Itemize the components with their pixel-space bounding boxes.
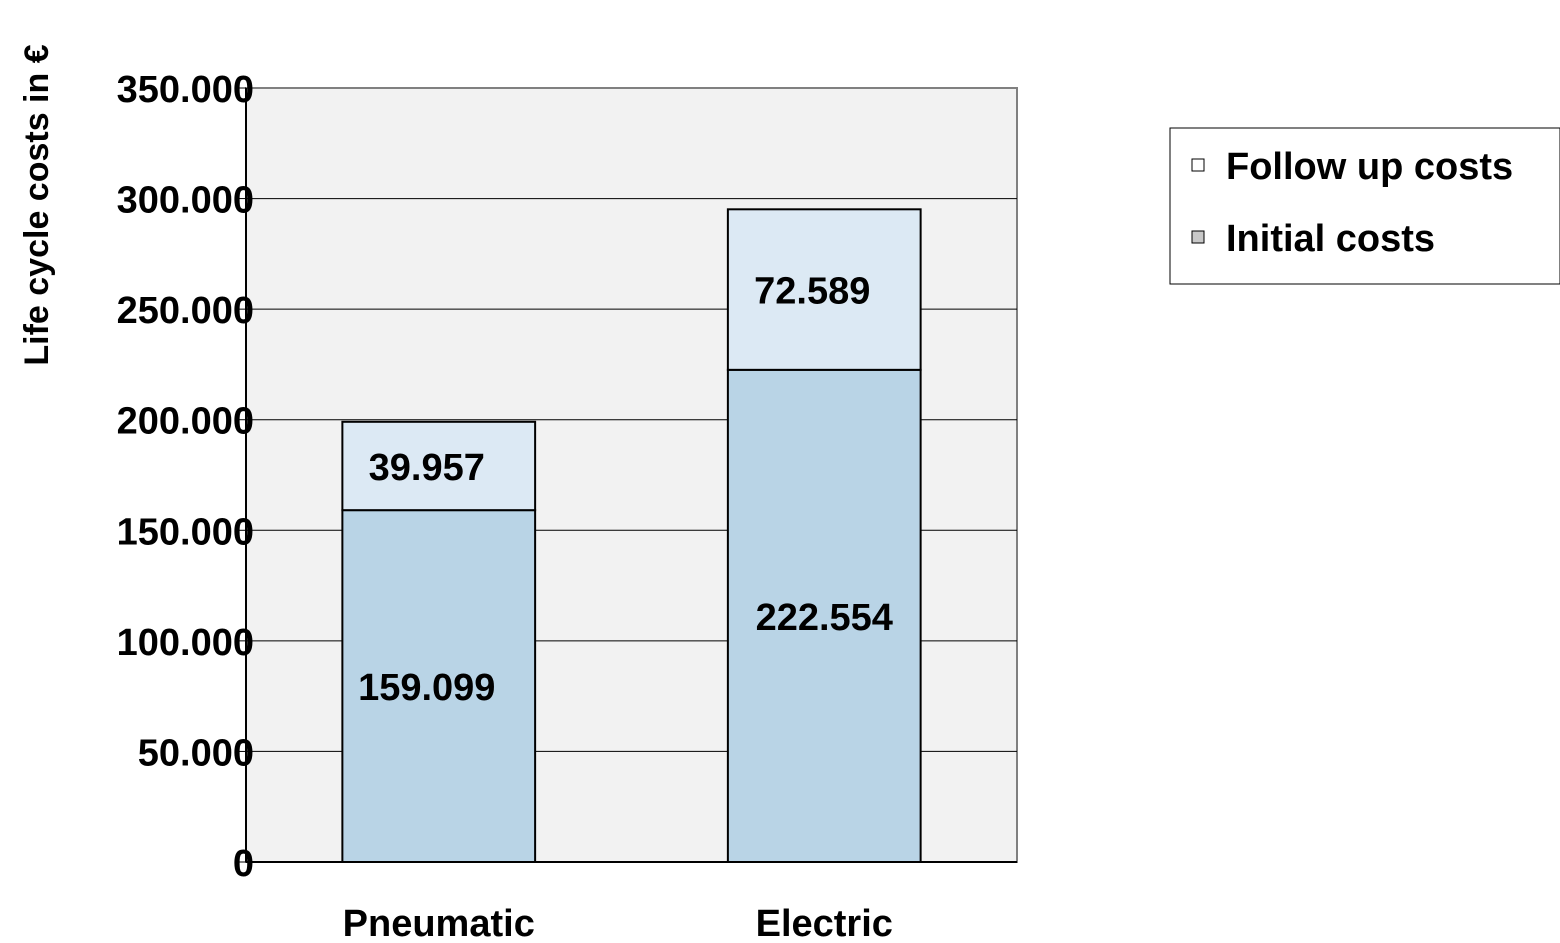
bar-segment bbox=[726, 208, 922, 371]
legend-entry: Follow up costs bbox=[1226, 146, 1513, 188]
x-category-label: Pneumatic bbox=[343, 903, 535, 943]
bars bbox=[341, 208, 922, 863]
y-tick-label: 0 bbox=[233, 843, 254, 885]
y-tick-label: 50.000 bbox=[138, 732, 254, 774]
y-axis-title: Life cycle costs in € bbox=[18, 44, 56, 365]
y-tick-label: 150.000 bbox=[117, 511, 254, 553]
data-label: 72.589 bbox=[754, 271, 870, 313]
y-tick-label: 200.000 bbox=[117, 401, 254, 443]
data-label: 39.957 bbox=[369, 447, 485, 489]
data-labels: 159.099 39.957 222.554 72.589 bbox=[358, 271, 893, 710]
y-tick-label: 300.000 bbox=[117, 180, 254, 222]
y-axis-ticks: 0 50.000 100.000 150.000 200.000 250.000 300.0… bbox=[117, 69, 1017, 885]
bar-segment bbox=[341, 509, 537, 863]
y-tick-label: 100.000 bbox=[117, 622, 254, 664]
legend: Follow up costs Initial costs bbox=[1169, 127, 1560, 285]
legend-box bbox=[1169, 127, 1560, 285]
legend-swatch bbox=[1191, 230, 1205, 244]
y-tick-label: 350.000 bbox=[117, 69, 254, 111]
legend-entry: Initial costs bbox=[1226, 218, 1435, 260]
data-label: 222.554 bbox=[756, 597, 893, 639]
legend-swatch bbox=[1191, 158, 1205, 172]
y-tick-label: 250.000 bbox=[117, 290, 254, 332]
x-axis-labels: Pneumatic Electric bbox=[343, 903, 893, 943]
x-category-label: Electric bbox=[756, 903, 893, 943]
data-label: 159.099 bbox=[358, 667, 495, 709]
bar-segment bbox=[341, 420, 537, 512]
